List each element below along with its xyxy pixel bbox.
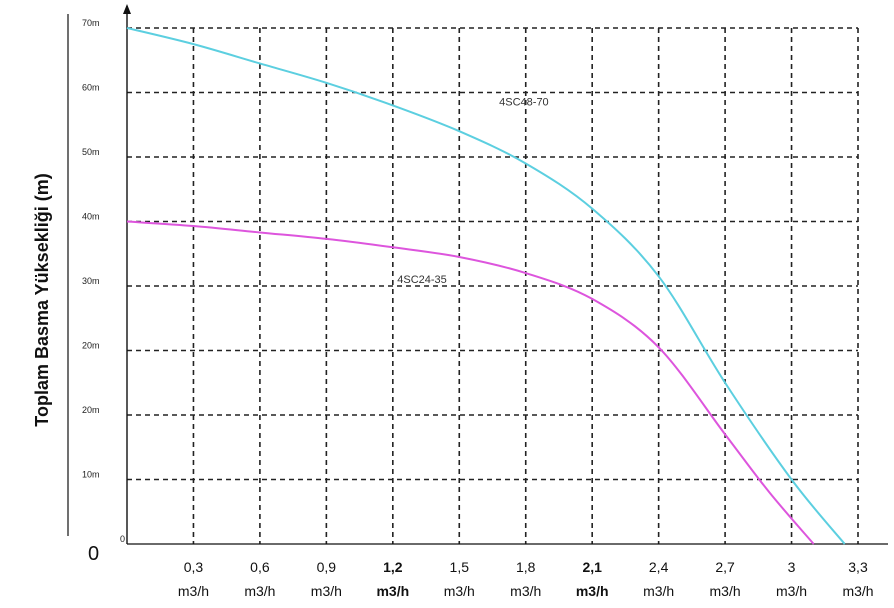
origin-label: 0 <box>88 543 99 565</box>
x-tick-unit: m3/h <box>776 583 807 599</box>
x-tick-value: 1,8 <box>516 559 536 575</box>
x-tick-value: 2,1 <box>582 559 602 575</box>
y-tick-label: 0 <box>120 534 125 544</box>
x-tick-value: 0,9 <box>317 559 337 575</box>
x-tick-value: 3 <box>788 559 796 575</box>
y-tick-label: 60m <box>82 83 100 93</box>
y-axis-label: Toplam Basma Yüksekliği (m) <box>32 173 52 426</box>
x-tick-unit: m3/h <box>311 583 342 599</box>
series-label-4sc24-35: 4SC24-35 <box>397 274 447 286</box>
y-tick-label: 40m <box>82 212 100 222</box>
x-tick-unit: m3/h <box>643 583 674 599</box>
axes <box>67 4 888 545</box>
y-tick-label: 50m <box>82 147 100 157</box>
x-tick-unit: m3/h <box>444 583 475 599</box>
x-tick-unit: m3/h <box>710 583 741 599</box>
x-tick-unit: m3/h <box>842 583 873 599</box>
x-tick-value: 2,7 <box>715 559 735 575</box>
x-tick-unit: m3/h <box>510 583 541 599</box>
grid <box>127 27 859 544</box>
x-tick-unit: m3/h <box>576 583 609 599</box>
x-tick-unit: m3/h <box>178 583 209 599</box>
x-tick-value: 1,2 <box>383 559 403 575</box>
x-tick-value: 0,6 <box>250 559 270 575</box>
series-line-4sc48-70 <box>126 27 846 545</box>
x-tick-value: 1,5 <box>450 559 470 575</box>
y-tick-labels: 0 10m 20m 20m 30m 40m 50m 60m 70m <box>82 18 125 544</box>
x-tick-value: 0,3 <box>184 559 204 575</box>
series-label-4sc48-70: 4SC48-70 <box>499 96 549 108</box>
y-tick-label: 70m <box>82 18 100 28</box>
x-tick-value: 2,4 <box>649 559 669 575</box>
y-tick-label: 10m <box>82 470 100 480</box>
x-tick-value: 3,3 <box>848 559 868 575</box>
series-group: 4SC48-70 4SC24-35 <box>126 27 846 545</box>
series-line-4sc24-35 <box>126 220 815 545</box>
y-tick-label: 20m <box>82 341 100 351</box>
x-tick-unit: m3/h <box>244 583 275 599</box>
y-tick-label: 30m <box>82 276 100 286</box>
x-tick-unit: m3/h <box>376 583 409 599</box>
y-tick-label: 20m <box>82 405 100 415</box>
x-tick-labels: 0,3 m3/h 0,6 m3/h 0,9 m3/h 1,2 m3/h 1,5 m3/h 1,8 m3… <box>178 559 874 599</box>
y-axis-arrow <box>123 4 131 14</box>
